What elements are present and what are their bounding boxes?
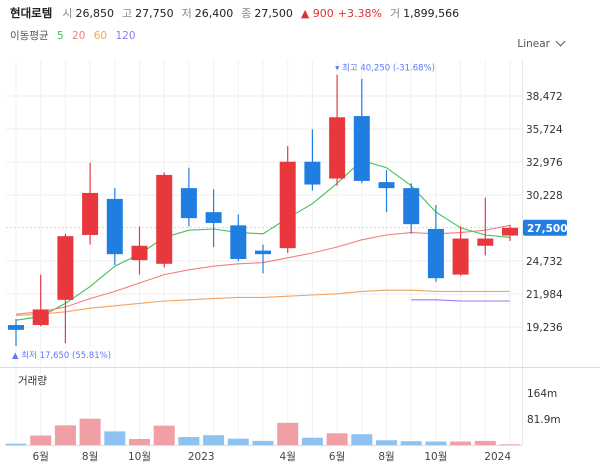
volume-value: 1,899,566 bbox=[403, 6, 460, 20]
candle-body-5 bbox=[131, 245, 148, 261]
volume-bar-2 bbox=[54, 425, 76, 445]
stock-name: 현대로템 bbox=[10, 6, 53, 20]
y-tick-label-1: 35,724 bbox=[526, 124, 563, 136]
y-tick-label-0: 38,472 bbox=[526, 91, 563, 103]
change-percent: +3.38% bbox=[337, 6, 382, 20]
candle-body-19 bbox=[477, 238, 494, 246]
x-tick-label-4: 4월 bbox=[280, 451, 296, 463]
scale-dropdown[interactable]: Linear bbox=[517, 36, 566, 50]
volume-bar-1 bbox=[30, 435, 52, 445]
volume-bar-15 bbox=[376, 440, 397, 445]
volume-bar-18 bbox=[450, 441, 472, 445]
volume-bar-0 bbox=[5, 443, 27, 445]
stock-header: 현대로템 시 26,850 고 27,750 저 26,400 종 27,500 ▲ 9… bbox=[10, 4, 467, 22]
candle-body-7 bbox=[180, 188, 197, 219]
volume-bar-8 bbox=[203, 435, 225, 445]
ma-60-line bbox=[15, 289, 510, 316]
y-tick-label-2: 32,976 bbox=[526, 157, 563, 169]
x-tick-label-5: 6월 bbox=[329, 451, 345, 463]
max-annotation: ▾ 최고 40,250 (-31.68%) bbox=[335, 63, 435, 74]
x-tick-label-0: 6월 bbox=[33, 451, 49, 463]
candle-body-14 bbox=[353, 116, 370, 181]
current-price-badge bbox=[523, 219, 567, 236]
candle-body-6 bbox=[156, 174, 173, 264]
ma-20-label: 20 bbox=[72, 30, 86, 42]
volume-bar-12 bbox=[301, 437, 323, 445]
volume-label: 거 bbox=[389, 7, 401, 20]
min-annotation: ▲ 최저 17,650 (55.81%) bbox=[12, 350, 111, 361]
close-label: 종 bbox=[241, 7, 252, 20]
ma-60-label: 60 bbox=[93, 30, 108, 42]
y-tick-label-6: 19,236 bbox=[526, 322, 563, 334]
candle-body-12 bbox=[304, 161, 321, 185]
volume-bar-13 bbox=[326, 433, 348, 445]
candle-body-1 bbox=[32, 309, 49, 326]
candle-body-20 bbox=[502, 227, 518, 236]
ma-120-label: 120 bbox=[115, 30, 136, 42]
candle-body-17 bbox=[427, 228, 444, 279]
volume-bar-14 bbox=[351, 434, 373, 445]
volume-bar-6 bbox=[153, 425, 175, 445]
volume-panel-title: 거래량 bbox=[18, 375, 47, 387]
scale-label: Linear bbox=[517, 38, 550, 50]
high-value: 27,750 bbox=[135, 6, 174, 20]
y-tick-label-5: 21,984 bbox=[526, 289, 563, 301]
candle-body-2 bbox=[57, 236, 74, 300]
candle-body-11 bbox=[279, 161, 296, 249]
candle-body-18 bbox=[452, 238, 469, 275]
volume-bar-7 bbox=[178, 437, 200, 445]
current-price-label: 27,500 bbox=[527, 223, 568, 235]
x-tick-label-7: 10월 bbox=[424, 451, 447, 463]
x-tick-label-6: 8월 bbox=[378, 451, 394, 463]
candle-body-4 bbox=[106, 198, 123, 255]
ma-legend[interactable]: 이동평균 5 20 60 120 bbox=[10, 28, 141, 43]
x-tick-label-3: 2023 bbox=[188, 451, 215, 463]
y-tick-label-4: 24,732 bbox=[526, 256, 563, 268]
y-tick-label-3: 30,228 bbox=[526, 190, 563, 202]
candle-body-9 bbox=[230, 225, 247, 259]
volume-bar-5 bbox=[129, 438, 150, 445]
volume-tick-label-0: 164m bbox=[527, 388, 557, 400]
open-value: 26,850 bbox=[75, 6, 114, 20]
candle-body-0 bbox=[8, 325, 24, 330]
ma-5-label: 5 bbox=[56, 30, 64, 42]
high-label: 고 bbox=[121, 7, 133, 20]
low-value: 26,400 bbox=[194, 6, 234, 20]
volume-bar-16 bbox=[400, 441, 422, 445]
volume-bar-9 bbox=[227, 438, 249, 445]
volume-tick-label-1: 81.9m bbox=[527, 414, 561, 426]
x-tick-label-8: 2024 bbox=[484, 451, 511, 463]
volume-bar-20 bbox=[499, 444, 521, 446]
volume-bar-17 bbox=[425, 441, 447, 445]
change-value: ▲ 900 bbox=[300, 6, 334, 20]
x-tick-label-1: 8월 bbox=[82, 451, 98, 463]
volume-bar-19 bbox=[474, 440, 496, 445]
open-label: 시 bbox=[62, 7, 73, 20]
ma-legend-label: 이동평균 bbox=[10, 30, 49, 42]
ma-120-line bbox=[411, 299, 510, 302]
candle-body-8 bbox=[205, 212, 222, 223]
low-label: 저 bbox=[181, 7, 192, 20]
candle-body-13 bbox=[329, 117, 346, 179]
candle-body-3 bbox=[82, 192, 99, 235]
volume-bar-4 bbox=[104, 431, 126, 445]
ma-5-line bbox=[15, 159, 511, 321]
candle-body-16 bbox=[403, 188, 420, 225]
candle-body-15 bbox=[378, 182, 395, 189]
volume-bar-11 bbox=[277, 422, 299, 445]
close-value: 27,500 bbox=[254, 6, 293, 20]
volume-bar-3 bbox=[79, 418, 101, 445]
volume-bar-10 bbox=[252, 440, 274, 445]
x-tick-label-2: 10월 bbox=[128, 451, 151, 463]
candle-body-10 bbox=[255, 250, 271, 255]
